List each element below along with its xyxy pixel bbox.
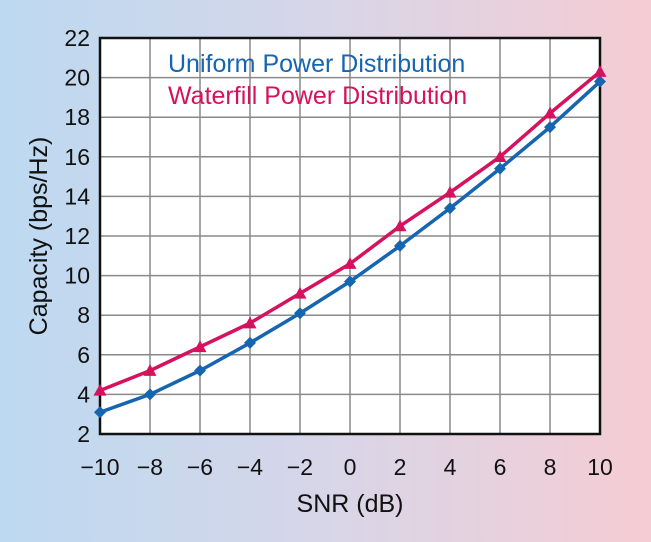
x-tick-label: −8	[137, 454, 163, 480]
data-point	[344, 275, 356, 288]
x-tick-label: 10	[587, 454, 613, 480]
y-tick-label: 4	[77, 381, 90, 407]
y-tick-label: 2	[77, 421, 90, 447]
data-point	[543, 106, 557, 119]
x-tick-label: 2	[394, 454, 407, 480]
data-point	[393, 219, 407, 232]
y-tick-label: 8	[77, 302, 90, 328]
series-2	[93, 65, 607, 396]
x-tick-labels: −10 −8 −6 −4 −2 0 2 4 6 8 10	[80, 454, 612, 480]
data-point	[443, 185, 457, 198]
x-tick-label: −4	[237, 454, 263, 480]
data-point	[243, 316, 257, 329]
data-point	[244, 336, 256, 349]
y-tick-label: 10	[64, 263, 90, 289]
data-point	[494, 162, 506, 175]
data-point	[593, 65, 607, 77]
data-point	[194, 364, 206, 377]
y-tick-label: 6	[77, 342, 90, 368]
series-1	[94, 75, 606, 419]
data-point	[294, 307, 306, 320]
data-point	[293, 286, 307, 299]
data-point	[93, 383, 107, 396]
y-tick-label: 16	[64, 144, 90, 170]
data-point	[94, 406, 106, 419]
data-point	[544, 121, 556, 134]
data-point	[493, 150, 507, 162]
data-point	[394, 239, 406, 252]
x-tick-label: 6	[494, 454, 507, 480]
data-point	[343, 257, 357, 269]
data-point	[143, 364, 157, 376]
y-tick-label: 18	[64, 104, 90, 130]
y-tick-label: 12	[64, 223, 90, 249]
data-point	[444, 202, 456, 215]
plot-frame	[98, 36, 602, 436]
x-tick-label: 8	[544, 454, 557, 480]
legend: Uniform Power Distribution Waterfill Powe…	[168, 50, 467, 110]
x-tick-label: −10	[80, 454, 119, 480]
data-point	[144, 388, 156, 401]
x-tick-label: 0	[344, 454, 357, 480]
x-axis-label: SNR (dB)	[297, 490, 404, 518]
data-point	[594, 75, 606, 88]
x-tick-label: −2	[287, 454, 313, 480]
y-axis-label: Capacity (bps/Hz)	[25, 137, 53, 336]
x-tick-label: −6	[187, 454, 213, 480]
y-tick-label: 22	[64, 25, 90, 51]
data-point	[193, 340, 207, 353]
series-layer	[93, 65, 607, 419]
x-tick-label: 4	[444, 454, 457, 480]
legend-entry: Uniform Power Distribution	[168, 50, 465, 78]
y-tick-label: 14	[64, 183, 90, 209]
y-tick-label: 20	[64, 65, 90, 91]
legend-entry: Waterfill Power Distribution	[168, 82, 467, 110]
y-tick-labels: 2 4 6 8 10 12 14 16 18 20 22	[64, 25, 90, 447]
